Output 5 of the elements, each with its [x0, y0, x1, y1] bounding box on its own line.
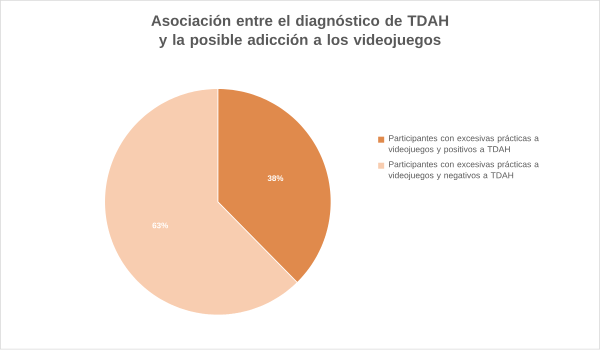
- chart-title: Asociación entre el diagnóstico de TDAH y la posible adicción a los videojuegos: [151, 15, 448, 48]
- data-label: 63%: [152, 222, 168, 229]
- legend-label: Participantes con excesivas prácticas a videojuegos y positivos a TDAH: [388, 135, 539, 154]
- legend-label: Participantes con excesivas prácticas a videojuegos y negativos a TDAH: [388, 161, 539, 180]
- data-label: 38%: [268, 176, 284, 182]
